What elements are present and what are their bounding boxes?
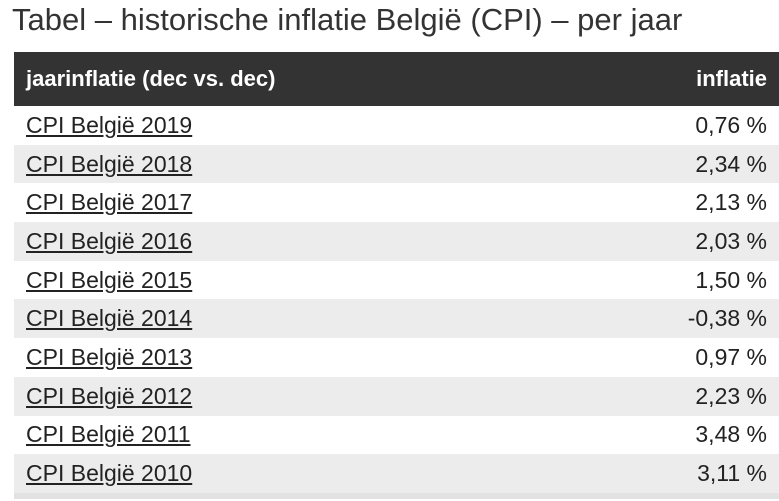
row-link[interactable]: CPI België 2013 — [26, 343, 193, 370]
table-cell: CPI België 2014 — [14, 299, 570, 339]
table-cell: 0,97 % — [695, 343, 767, 370]
table-cell: CPI België 2015 — [14, 261, 569, 300]
table-cell: CPI België 2013 — [14, 338, 569, 377]
table-cell: 2,13 % — [695, 189, 767, 216]
table-cell: -0,38 % — [569, 299, 779, 339]
table-cell: 3,48 % — [695, 421, 767, 448]
table-cell: CPI België 2011 — [14, 416, 569, 455]
table-cell: 1,50 % — [695, 266, 767, 293]
table-cell: CPI België 2010 — [14, 454, 570, 496]
header-row: jaarinflatie (dec vs. dec) inflatie — [14, 52, 779, 106]
inflation-table: jaarinflatie (dec vs. dec) inflatie CPI … — [14, 52, 779, 499]
table-cell: CPI België 2019 — [14, 106, 569, 145]
table-cell: CPI België 2012 — [14, 376, 570, 416]
table-cell: 3,11 % — [569, 454, 779, 496]
column-header: inflatie — [569, 52, 779, 106]
table-cell: CPI België 2016 — [14, 222, 570, 261]
table-row: CPI België 2011 3,48 % — [14, 416, 779, 455]
table-row: CPI België 2013 0,97 % — [14, 338, 779, 377]
table-row: CPI België 2018 2,34 % — [14, 144, 779, 184]
page-title: Tabel – historische inflatie België (CPI… — [12, 2, 683, 37]
table-cell: CPI België 2018 — [14, 144, 570, 184]
table-cell: CPI België 2017 — [14, 183, 569, 222]
table-row: CPI België 2019 0,76 % — [14, 106, 779, 145]
row-link[interactable]: CPI België 2010 — [26, 460, 193, 487]
row-link[interactable]: CPI België 2011 — [26, 421, 191, 448]
table-row: CPI België 2015 1,50 % — [14, 261, 779, 300]
table-body: CPI België 2019 0,76 % CPI België 2018 2,34… — [14, 106, 779, 496]
table-row: CPI België 2014 -0,38 % — [14, 299, 779, 339]
table-row: CPI België 2010 3,11 % — [14, 454, 779, 496]
table-row: CPI België 2017 2,13 % — [14, 183, 779, 222]
column-header: jaarinflatie (dec vs. dec) — [14, 52, 570, 106]
table-cell: 0,76 % — [695, 111, 767, 138]
table-row: CPI België 2012 2,23 % — [14, 376, 779, 416]
table-cell: 2,03 % — [569, 222, 779, 261]
row-link[interactable]: CPI België 2015 — [26, 266, 193, 293]
table-cell: 2,34 % — [569, 144, 779, 184]
table-head: jaarinflatie (dec vs. dec) inflatie — [14, 52, 779, 106]
row-link[interactable]: CPI België 2014 — [26, 305, 193, 332]
row-link[interactable]: CPI België 2019 — [26, 111, 193, 138]
row-link[interactable]: CPI België 2018 — [26, 150, 193, 177]
row-link[interactable]: CPI België 2016 — [26, 227, 193, 254]
row-link[interactable]: CPI België 2012 — [26, 382, 193, 409]
row-link[interactable]: CPI België 2017 — [26, 189, 193, 216]
table-cell: 2,23 % — [569, 376, 779, 416]
table-row: CPI België 2016 2,03 % — [14, 222, 779, 261]
